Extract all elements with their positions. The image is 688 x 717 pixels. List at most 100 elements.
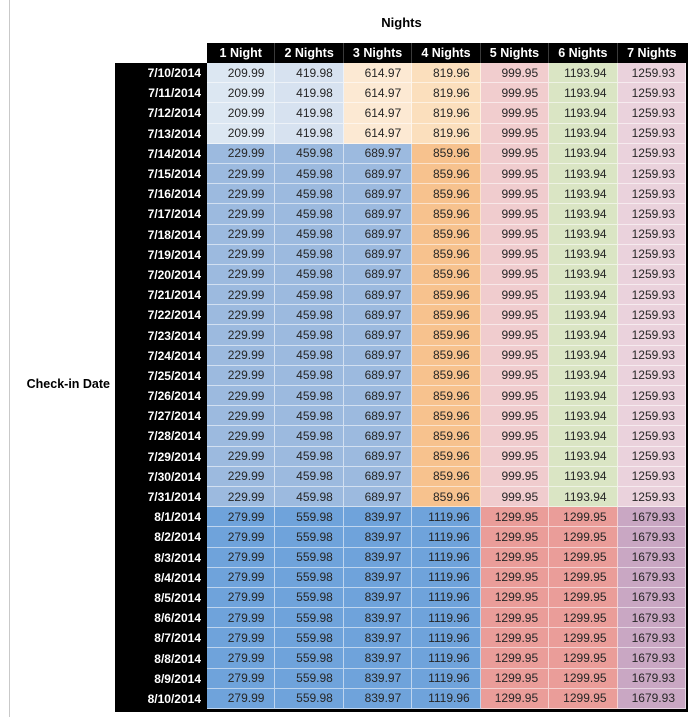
price-cell[interactable]: 1259.93 bbox=[617, 386, 686, 407]
price-cell[interactable]: 689.97 bbox=[343, 143, 413, 164]
price-cell[interactable]: 229.99 bbox=[207, 305, 276, 326]
price-cell[interactable]: 614.97 bbox=[343, 103, 413, 124]
price-cell[interactable]: 1119.96 bbox=[412, 648, 481, 669]
price-cell[interactable]: 1259.93 bbox=[617, 325, 686, 346]
column-header-4-nights[interactable]: 4 Nights bbox=[412, 43, 481, 63]
price-cell[interactable]: 689.97 bbox=[343, 184, 413, 205]
price-cell[interactable]: 209.99 bbox=[207, 103, 276, 124]
date-cell[interactable]: 8/9/2014 bbox=[115, 668, 207, 689]
price-cell[interactable]: 839.97 bbox=[343, 688, 413, 709]
price-cell[interactable]: 1259.93 bbox=[617, 466, 686, 487]
price-cell[interactable]: 209.99 bbox=[207, 63, 276, 84]
price-cell[interactable]: 1299.95 bbox=[480, 567, 550, 588]
price-cell[interactable]: 1119.96 bbox=[412, 688, 481, 709]
price-cell[interactable]: 1193.94 bbox=[549, 184, 618, 205]
column-header-2-nights[interactable]: 2 Nights bbox=[275, 43, 344, 63]
price-cell[interactable]: 1193.94 bbox=[549, 244, 618, 265]
price-cell[interactable]: 419.98 bbox=[275, 123, 344, 144]
price-cell[interactable]: 1119.96 bbox=[412, 507, 481, 528]
price-cell[interactable]: 819.96 bbox=[412, 83, 481, 104]
price-cell[interactable]: 559.98 bbox=[275, 688, 344, 709]
price-cell[interactable]: 459.98 bbox=[275, 466, 344, 487]
price-cell[interactable]: 1679.93 bbox=[617, 587, 686, 609]
price-cell[interactable]: 859.96 bbox=[412, 285, 481, 306]
price-cell[interactable]: 1259.93 bbox=[617, 264, 686, 286]
price-cell[interactable]: 1299.95 bbox=[480, 507, 550, 528]
price-cell[interactable]: 209.99 bbox=[207, 123, 276, 144]
date-cell[interactable]: 7/20/2014 bbox=[115, 264, 207, 286]
date-cell[interactable]: 7/29/2014 bbox=[115, 446, 207, 467]
date-cell[interactable]: 8/3/2014 bbox=[115, 547, 207, 568]
price-cell[interactable]: 999.95 bbox=[480, 103, 550, 124]
price-cell[interactable]: 1193.94 bbox=[549, 285, 618, 306]
price-cell[interactable]: 1259.93 bbox=[617, 426, 686, 447]
price-cell[interactable]: 1259.93 bbox=[617, 486, 686, 508]
price-cell[interactable]: 279.99 bbox=[207, 587, 276, 609]
price-cell[interactable]: 999.95 bbox=[480, 325, 550, 346]
price-cell[interactable]: 819.96 bbox=[412, 123, 481, 144]
price-cell[interactable]: 1679.93 bbox=[617, 648, 686, 669]
price-cell[interactable]: 459.98 bbox=[275, 285, 344, 306]
price-cell[interactable]: 1259.93 bbox=[617, 184, 686, 205]
price-cell[interactable]: 689.97 bbox=[343, 224, 413, 245]
price-cell[interactable]: 419.98 bbox=[275, 83, 344, 104]
price-cell[interactable]: 229.99 bbox=[207, 426, 276, 447]
price-cell[interactable]: 559.98 bbox=[275, 648, 344, 669]
price-cell[interactable]: 1119.96 bbox=[412, 527, 481, 548]
date-cell[interactable]: 7/18/2014 bbox=[115, 224, 207, 245]
price-cell[interactable]: 689.97 bbox=[343, 486, 413, 508]
price-cell[interactable]: 1679.93 bbox=[617, 547, 686, 568]
price-cell[interactable]: 999.95 bbox=[480, 446, 550, 467]
price-cell[interactable]: 839.97 bbox=[343, 507, 413, 528]
price-cell[interactable]: 999.95 bbox=[480, 466, 550, 487]
price-cell[interactable]: 1299.95 bbox=[549, 648, 618, 669]
date-cell[interactable]: 8/4/2014 bbox=[115, 567, 207, 588]
price-cell[interactable]: 1193.94 bbox=[549, 345, 618, 366]
price-cell[interactable]: 459.98 bbox=[275, 426, 344, 447]
price-cell[interactable]: 459.98 bbox=[275, 345, 344, 366]
price-cell[interactable]: 859.96 bbox=[412, 305, 481, 326]
price-cell[interactable]: 1299.95 bbox=[549, 547, 618, 568]
price-cell[interactable]: 1259.93 bbox=[617, 285, 686, 306]
price-cell[interactable]: 1259.93 bbox=[617, 163, 686, 185]
price-cell[interactable]: 1193.94 bbox=[549, 305, 618, 326]
price-cell[interactable]: 459.98 bbox=[275, 143, 344, 164]
price-cell[interactable]: 819.96 bbox=[412, 103, 481, 124]
price-cell[interactable]: 1259.93 bbox=[617, 143, 686, 164]
price-cell[interactable]: 279.99 bbox=[207, 527, 276, 548]
price-cell[interactable]: 689.97 bbox=[343, 406, 413, 427]
price-cell[interactable]: 999.95 bbox=[480, 305, 550, 326]
price-cell[interactable]: 279.99 bbox=[207, 547, 276, 568]
price-cell[interactable]: 229.99 bbox=[207, 446, 276, 467]
price-cell[interactable]: 859.96 bbox=[412, 184, 481, 205]
date-cell[interactable]: 8/5/2014 bbox=[115, 587, 207, 609]
price-cell[interactable]: 1259.93 bbox=[617, 446, 686, 467]
price-cell[interactable]: 559.98 bbox=[275, 628, 344, 649]
price-cell[interactable]: 279.99 bbox=[207, 608, 276, 629]
price-cell[interactable]: 859.96 bbox=[412, 446, 481, 467]
price-cell[interactable]: 229.99 bbox=[207, 204, 276, 225]
price-cell[interactable]: 1193.94 bbox=[549, 143, 618, 164]
price-cell[interactable]: 279.99 bbox=[207, 507, 276, 528]
price-cell[interactable]: 1259.93 bbox=[617, 244, 686, 265]
price-cell[interactable]: 1259.93 bbox=[617, 224, 686, 245]
price-cell[interactable]: 459.98 bbox=[275, 264, 344, 286]
price-cell[interactable]: 839.97 bbox=[343, 547, 413, 568]
price-cell[interactable]: 1119.96 bbox=[412, 547, 481, 568]
date-cell[interactable]: 7/22/2014 bbox=[115, 305, 207, 326]
price-cell[interactable]: 819.96 bbox=[412, 63, 481, 84]
column-header-6-nights[interactable]: 6 Nights bbox=[549, 43, 618, 63]
price-cell[interactable]: 839.97 bbox=[343, 608, 413, 629]
price-cell[interactable]: 1299.95 bbox=[549, 688, 618, 709]
date-cell[interactable]: 8/7/2014 bbox=[115, 628, 207, 649]
price-cell[interactable]: 859.96 bbox=[412, 426, 481, 447]
price-cell[interactable]: 1299.95 bbox=[549, 628, 618, 649]
date-cell[interactable]: 8/8/2014 bbox=[115, 648, 207, 669]
date-cell[interactable]: 7/10/2014 bbox=[115, 63, 207, 84]
price-cell[interactable]: 1193.94 bbox=[549, 446, 618, 467]
price-cell[interactable]: 689.97 bbox=[343, 446, 413, 467]
price-cell[interactable]: 1299.95 bbox=[549, 527, 618, 548]
price-cell[interactable]: 1193.94 bbox=[549, 426, 618, 447]
price-cell[interactable]: 689.97 bbox=[343, 365, 413, 386]
price-cell[interactable]: 1299.95 bbox=[549, 608, 618, 629]
